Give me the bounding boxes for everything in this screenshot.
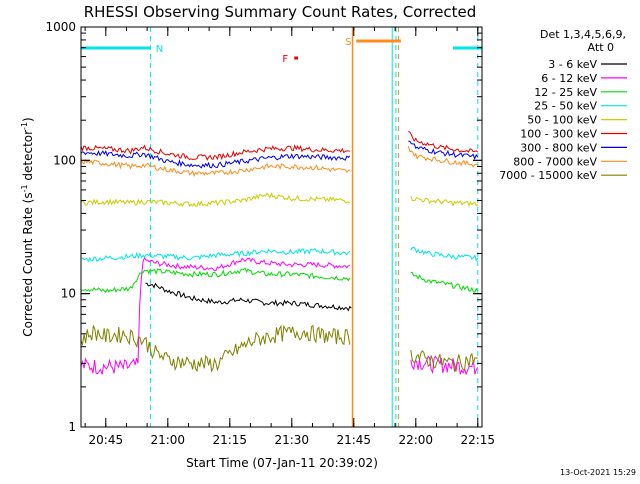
series-line-3 [80, 267, 479, 293]
plot-timestamp: 13-Oct-2021 15:29 [560, 468, 636, 477]
y-tick-label: 1000 [45, 20, 76, 34]
legend-label: 800 - 7000 keV [513, 155, 597, 168]
legend-label: 6 - 12 keV [541, 72, 597, 85]
series-line-5 [80, 192, 479, 208]
series-line-4 [81, 246, 479, 263]
chart-title: RHESSI Observing Summary Count Rates, Co… [84, 3, 477, 21]
series-line-2 [80, 256, 479, 376]
series-line-6 [80, 131, 479, 161]
legend-detectors: Det 1,3,4,5,6,9, [540, 28, 626, 41]
legend-label: 100 - 300 keV [520, 128, 597, 141]
legend-label: 50 - 100 keV [527, 114, 597, 127]
x-axis-label: Start Time (07-Jan-11 20:39:02) [186, 456, 378, 470]
plot-frame [80, 26, 483, 428]
series-line-8 [80, 145, 478, 177]
x-axis: 20:45 21:00 21:15 21:30 21:45 22:00 22:15 [84, 27, 495, 447]
x-tick-label: 21:00 [150, 433, 185, 447]
x-tick-label: 21:45 [336, 433, 371, 447]
legend-label: 7000 - 15000 keV [499, 169, 597, 182]
legend-attenuator: Att 0 [588, 41, 614, 54]
plot-area: N S F [80, 27, 482, 427]
series-line-7 [80, 140, 479, 169]
series-line-1 [145, 282, 352, 312]
x-tick-label: 22:15 [460, 433, 495, 447]
flag-label-s: S [345, 37, 351, 48]
legend-label: 25 - 50 keV [534, 100, 597, 113]
x-tick-label: 20:45 [89, 433, 124, 447]
y-tick-label: 10 [61, 287, 76, 301]
legend-label: 3 - 6 keV [548, 58, 597, 71]
y-tick-label: 100 [53, 153, 76, 167]
series-line-9 [80, 324, 478, 373]
legend-label: 300 - 800 keV [520, 141, 597, 154]
x-tick-label: 21:30 [274, 433, 309, 447]
x-tick-label: 21:15 [212, 433, 247, 447]
flag-label-f: F [282, 54, 288, 65]
x-tick-label: 22:00 [398, 433, 433, 447]
y-axis: 1 10 100 1000 [45, 20, 482, 434]
y-tick-label: 1 [68, 420, 76, 434]
flag-label-n: N [156, 44, 163, 55]
legend-label: 12 - 25 keV [534, 86, 597, 99]
y-axis-label: Corrected Count Rate (s-1 detector-1) [20, 117, 35, 336]
